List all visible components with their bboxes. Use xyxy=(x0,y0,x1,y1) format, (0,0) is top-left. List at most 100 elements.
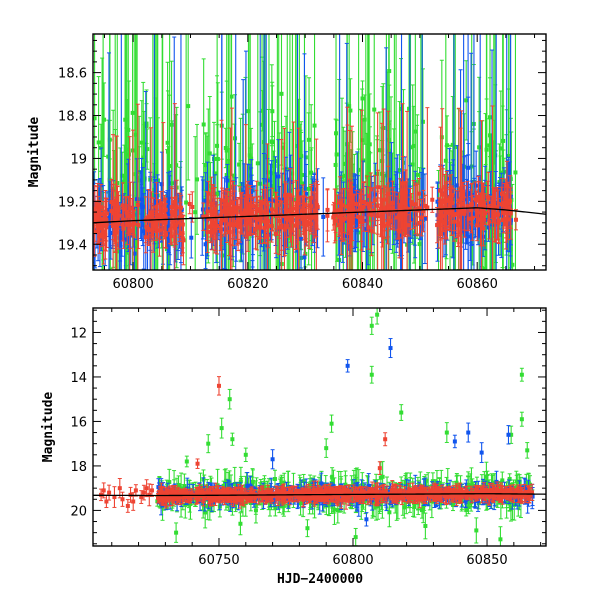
top-blue-point xyxy=(466,96,471,270)
bottom-red-point xyxy=(469,488,474,504)
bottom-faint-outlier xyxy=(353,527,358,546)
top-red-point xyxy=(435,206,440,244)
bottom-green-point xyxy=(507,473,512,485)
bottom-red-point xyxy=(358,485,363,500)
top-red-point xyxy=(301,184,306,232)
top-red-point xyxy=(288,168,293,223)
bottom-bright-outlier xyxy=(243,447,248,463)
top-green-point xyxy=(237,142,242,187)
top-red-point xyxy=(356,205,361,229)
bottom-red-point xyxy=(244,490,249,504)
top-green-point xyxy=(270,85,275,138)
bottom-red-early-point xyxy=(141,484,146,501)
bottom-plot-frame xyxy=(92,307,547,547)
bottom-bright-outlier xyxy=(383,432,388,447)
top-blue-point xyxy=(108,206,113,260)
top-red-point xyxy=(337,194,342,226)
top-red-point xyxy=(177,207,182,238)
bottom-bright-outlier xyxy=(219,417,224,439)
top-red-point xyxy=(262,184,267,239)
top-blue-point xyxy=(141,193,146,270)
bottom-bright-outlier xyxy=(377,461,382,476)
top-red-point xyxy=(160,205,165,231)
top-red-point xyxy=(244,184,249,238)
bottom-red-point xyxy=(393,484,398,503)
bottom-red-point xyxy=(398,482,403,500)
top-red-point xyxy=(304,205,309,243)
top-red-point xyxy=(172,103,177,270)
top-green-point xyxy=(93,34,97,270)
bottom-y-tick-label: 12 xyxy=(70,326,87,341)
bottom-red-point xyxy=(351,484,356,503)
bottom-bright-outlier xyxy=(525,442,530,459)
bottom-bright-outlier xyxy=(270,449,275,470)
top-red-point xyxy=(113,202,118,237)
top-green-point xyxy=(365,34,370,270)
top-red-point xyxy=(129,198,134,234)
top-red-point xyxy=(506,186,511,221)
top-red-point xyxy=(288,220,293,243)
top-red-point xyxy=(257,199,262,240)
top-y-tick-label: 19.2 xyxy=(58,195,87,210)
bottom-red-early-point xyxy=(133,484,138,497)
bottom-red-point xyxy=(415,489,420,504)
top-red-point xyxy=(149,191,154,236)
bottom-red-point xyxy=(365,488,370,505)
bottom-x-axis-title: HJD−2400000 xyxy=(277,572,363,587)
top-y-tick-label: 18.6 xyxy=(58,67,87,82)
top-red-point xyxy=(513,209,518,231)
top-x-tick-label: 60840 xyxy=(342,277,383,292)
bottom-red-point xyxy=(527,487,532,504)
top-green-point xyxy=(513,34,518,270)
bottom-bright-outlier xyxy=(388,338,393,359)
bottom-bright-outlier xyxy=(230,432,235,446)
top-red-point xyxy=(469,196,474,224)
top-red-point xyxy=(125,204,130,246)
top-red-point xyxy=(265,143,270,270)
top-panel: 60800 60820 60840 60860 18.6 18.8 19 19.2 19.4 M… xyxy=(27,33,547,292)
top-red-point xyxy=(248,185,253,237)
bottom-bright-outlier xyxy=(399,404,404,421)
top-red-point xyxy=(332,188,337,244)
top-red-point xyxy=(430,186,435,213)
bottom-red-point xyxy=(326,486,331,505)
top-red-point xyxy=(365,175,370,233)
top-red-point xyxy=(382,185,387,232)
bottom-red-point xyxy=(227,491,232,502)
bottom-red-point xyxy=(481,482,486,501)
bottom-red-point xyxy=(353,490,358,498)
bottom-bright-outlier xyxy=(345,359,350,373)
top-red-point xyxy=(111,134,116,270)
top-red-point xyxy=(457,107,462,270)
bottom-bright-outlier xyxy=(369,316,374,335)
bottom-red-point xyxy=(270,491,275,501)
top-red-point xyxy=(135,103,140,270)
bottom-red-point xyxy=(380,484,385,502)
bottom-green-point xyxy=(272,469,277,489)
top-red-point xyxy=(301,195,306,241)
bottom-red-point xyxy=(522,483,527,502)
top-red-point xyxy=(237,197,242,243)
top-red-point xyxy=(101,206,106,232)
bottom-red-point xyxy=(213,490,218,507)
bottom-red-point xyxy=(337,485,342,502)
top-blue-point xyxy=(394,157,399,253)
bottom-x-tick-label: 60800 xyxy=(332,553,373,568)
bottom-red-point xyxy=(306,488,311,499)
top-red-point xyxy=(161,122,166,270)
top-red-point xyxy=(440,108,445,270)
bottom-red-point xyxy=(281,483,286,501)
top-red-point xyxy=(478,193,483,247)
top-red-point xyxy=(162,194,167,240)
bottom-bright-outlier xyxy=(452,434,457,449)
top-green-point xyxy=(285,34,290,270)
bottom-bright-outlier xyxy=(195,458,200,469)
top-green-point xyxy=(102,82,107,157)
bottom-data-layer xyxy=(99,308,535,546)
top-x-tick-label: 60800 xyxy=(112,277,153,292)
top-red-point xyxy=(255,204,260,251)
top-red-point xyxy=(496,197,501,244)
bottom-bright-outlier xyxy=(519,411,524,427)
top-red-point xyxy=(449,187,454,219)
bottom-bright-outlier xyxy=(466,422,471,443)
